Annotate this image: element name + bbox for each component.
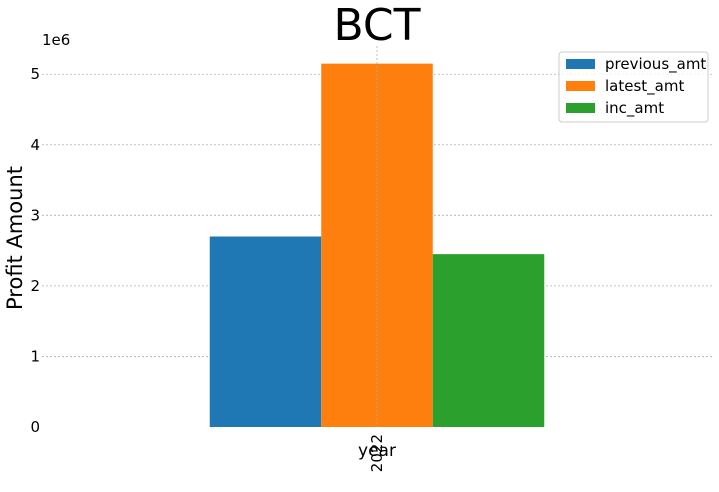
bar-inc_amt: [432, 254, 545, 427]
y-axis-label: Profit Amount: [3, 166, 27, 310]
y-tick-label: 3: [30, 206, 40, 224]
bars: [209, 63, 545, 428]
y-axis-offset-label: 1e6: [42, 31, 70, 49]
legend-swatch-previous_amt: [566, 59, 595, 69]
chart-title: BCT: [333, 0, 420, 51]
y-tick-label: 4: [30, 136, 40, 154]
legend-swatch-inc_amt: [566, 103, 595, 113]
legend-frame: [558, 51, 709, 123]
x-tick-label: 2022: [368, 434, 386, 472]
y-tick-label: 0: [30, 418, 40, 436]
x-axis-ticks: 2022: [368, 46, 386, 472]
legend-label-latest_amt: latest_amt: [605, 77, 684, 96]
x-axis-label: year: [358, 441, 396, 461]
y-axis-ticks: 0 1 2 3 4 5: [30, 65, 40, 436]
legend-label-previous_amt: previous_amt: [605, 55, 706, 74]
legend-label-inc_amt: inc_amt: [605, 99, 664, 118]
bar-previous_amt: [209, 236, 322, 427]
y-tick-label: 5: [30, 65, 40, 83]
legend-swatch-latest_amt: [566, 81, 595, 91]
y-tick-label: 2: [30, 277, 40, 295]
legend: previous_amt latest_amt inc_amt: [558, 51, 709, 123]
y-tick-label: 1: [30, 347, 40, 365]
